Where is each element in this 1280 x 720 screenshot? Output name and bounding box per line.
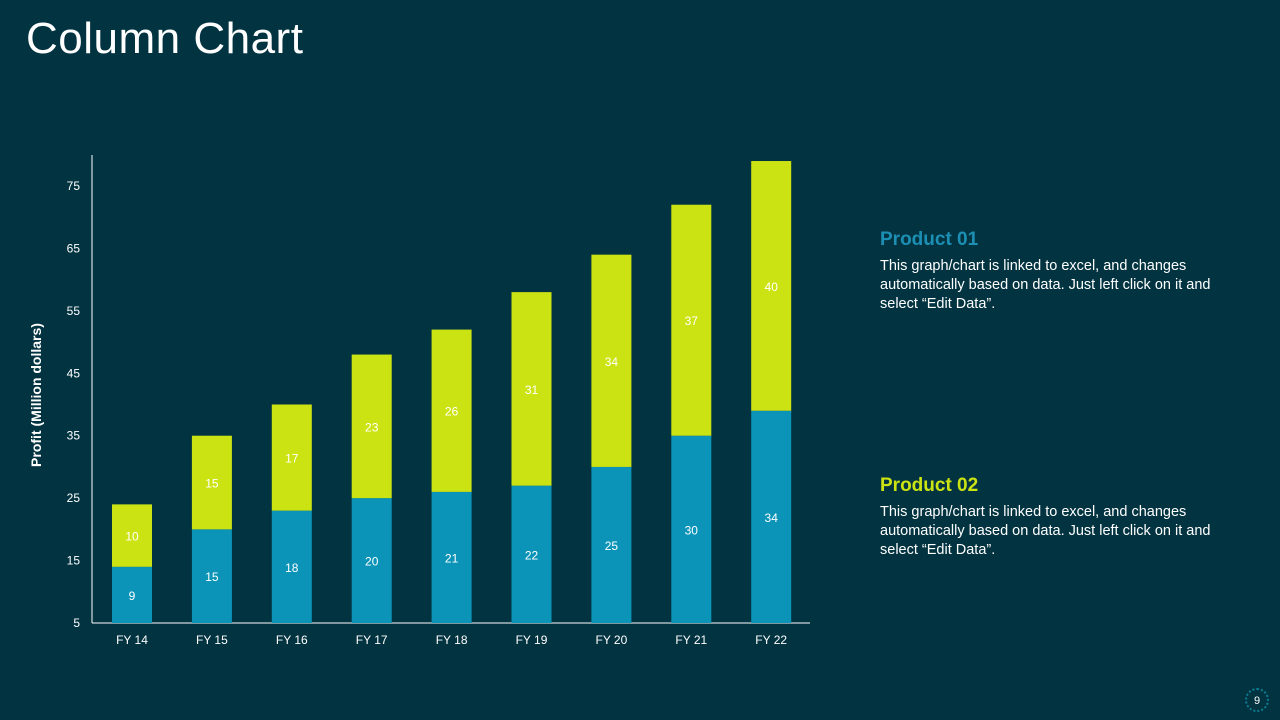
y-tick-label-65: 65	[67, 241, 81, 255]
data-label-product02-fy21: 37	[685, 314, 699, 328]
data-label-product01-fy18: 21	[445, 551, 459, 565]
bar-product02-fy18	[431, 329, 472, 492]
x-tick-label-fy15: FY 15	[196, 633, 228, 647]
bar-product01-fy17	[351, 498, 392, 623]
slide-title: Column Chart	[26, 14, 304, 63]
bar-product01-fy22	[751, 410, 792, 623]
bar-product01-fy16	[271, 510, 312, 623]
bar-product01-fy14	[112, 566, 152, 623]
bar-product02-fy14	[112, 504, 152, 567]
data-label-product01-fy19: 22	[525, 548, 539, 562]
bar-product01-fy20	[591, 466, 632, 623]
data-label-product01-fy21: 30	[685, 523, 699, 537]
data-label-product02-fy19: 31	[525, 383, 539, 397]
data-label-product01-fy14: 9	[129, 589, 136, 603]
x-tick-label-fy21: FY 21	[675, 633, 707, 647]
data-label-product01-fy20: 25	[605, 539, 619, 553]
data-label-product02-fy22: 40	[765, 280, 779, 294]
y-tick-label-15: 15	[67, 554, 81, 568]
legend-text-product-02: This graph/chart is linked to excel, and…	[880, 504, 1211, 558]
x-tick-label-fy20: FY 20	[595, 633, 627, 647]
bar-product01-fy18	[431, 491, 472, 623]
y-axis-label: Profit (Million dollars)	[28, 323, 44, 467]
bar-product01-fy21	[671, 435, 712, 623]
y-tick-label-25: 25	[67, 491, 81, 505]
y-tick-label-75: 75	[67, 179, 81, 193]
y-tick-label-5: 5	[73, 616, 80, 630]
x-tick-label-fy19: FY 19	[516, 633, 548, 647]
legend-product-02: Product 02 This graph/chart is linked to…	[880, 475, 1220, 560]
data-label-product01-fy17: 20	[365, 555, 379, 569]
legend-title-product-01: Product 01	[880, 229, 979, 250]
bar-product02-fy19	[511, 292, 552, 486]
x-tick-label-fy17: FY 17	[356, 633, 388, 647]
x-tick-label-fy22: FY 22	[755, 633, 787, 647]
x-tick-label-fy14: FY 14	[116, 633, 148, 647]
page-number: 9	[1240, 688, 1274, 714]
data-label-product02-fy18: 26	[445, 405, 459, 419]
legend-product-01: Product 01 This graph/chart is linked to…	[880, 229, 1220, 314]
y-tick-label-35: 35	[67, 429, 81, 443]
bar-product01-fy15	[191, 529, 232, 623]
bar-product02-fy20	[591, 254, 632, 467]
bar-product02-fy16	[271, 404, 312, 511]
legend-text-product-01: This graph/chart is linked to excel, and…	[880, 258, 1211, 312]
data-label-product02-fy15: 15	[205, 477, 219, 491]
bar-product02-fy22	[751, 161, 792, 411]
legend-title-product-02: Product 02	[880, 475, 979, 496]
gear-icon	[1245, 688, 1269, 712]
data-label-product02-fy20: 34	[605, 355, 619, 369]
data-label-product01-fy22: 34	[765, 511, 779, 525]
page-number-text: 9	[1253, 695, 1261, 707]
y-tick-label-45: 45	[67, 366, 81, 380]
bar-product02-fy15	[191, 435, 232, 530]
x-tick-label-fy16: FY 16	[276, 633, 308, 647]
data-label-product01-fy16: 18	[285, 561, 299, 575]
bar-product02-fy17	[351, 354, 392, 499]
bar-product01-fy19	[511, 485, 552, 623]
bar-product02-fy21	[671, 204, 712, 436]
y-tick-label-55: 55	[67, 304, 81, 318]
data-label-product02-fy17: 23	[365, 420, 379, 434]
x-tick-label-fy18: FY 18	[436, 633, 468, 647]
data-label-product02-fy16: 17	[285, 452, 299, 466]
data-label-product01-fy15: 15	[205, 570, 219, 584]
data-label-product02-fy14: 10	[125, 530, 139, 544]
